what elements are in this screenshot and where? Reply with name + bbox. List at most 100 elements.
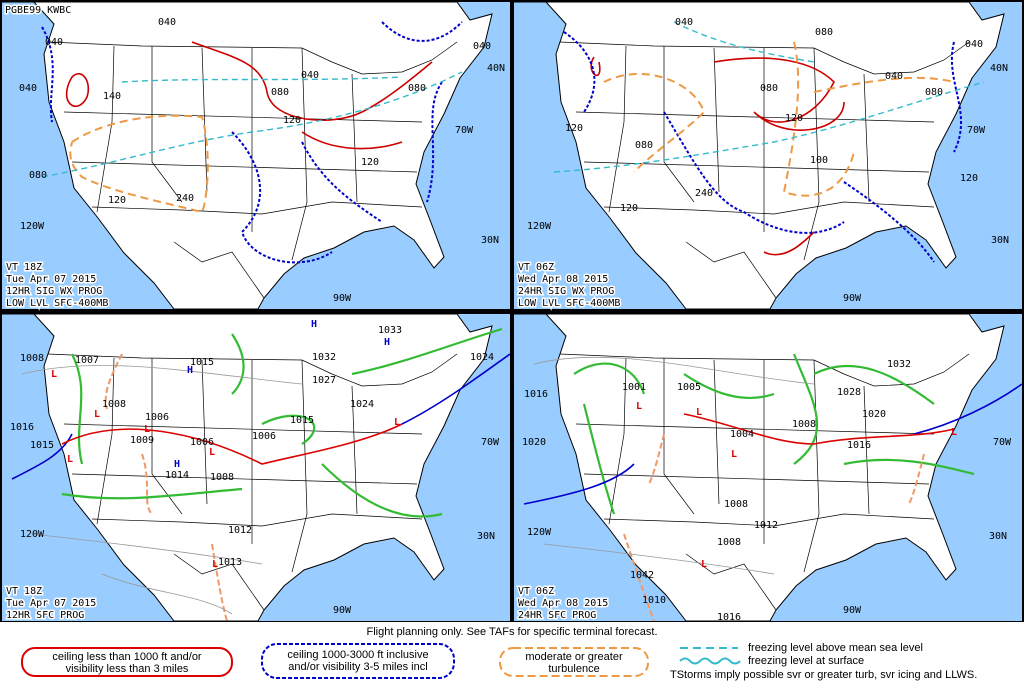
map-label: 1032 xyxy=(312,352,336,363)
map-label: 040 xyxy=(885,71,903,82)
panel-info: Wed Apr 08 2015 xyxy=(518,598,608,609)
border xyxy=(96,45,115,213)
map-label: 100 xyxy=(810,155,828,166)
map-label: 1013 xyxy=(218,557,242,568)
map-label: 70W xyxy=(967,125,986,136)
panel-info: VT 06Z xyxy=(518,586,554,597)
map-label: 040 xyxy=(675,17,693,28)
weather-feature xyxy=(101,573,233,615)
high-symbol: H xyxy=(311,319,317,330)
map-label: 1008 xyxy=(792,419,816,430)
weather-feature xyxy=(104,353,123,410)
weather-feature xyxy=(908,453,925,505)
map-label: 120W xyxy=(20,221,45,232)
border xyxy=(151,358,183,515)
border xyxy=(663,358,695,515)
legend-label: ceiling less than 1000 ft and/or xyxy=(52,651,202,663)
border xyxy=(608,45,627,213)
weather-feature xyxy=(21,365,303,385)
map-label: 70W xyxy=(455,125,474,136)
weather-feature xyxy=(563,31,596,113)
low-symbol: L xyxy=(636,401,642,412)
legend-label: freezing level at surface xyxy=(748,655,864,667)
legend-area xyxy=(0,622,1024,685)
map-label: 120 xyxy=(960,173,978,184)
panel-info: LOW LVL SFC-400MB xyxy=(518,298,620,309)
frz-sfc-swatch xyxy=(679,657,741,665)
weather-feature xyxy=(582,403,616,515)
border xyxy=(96,357,115,525)
map-panel: 040 080 040 40N 080 040 080 120 120 080 100 120 240 1… xyxy=(514,1,1022,311)
low-symbol: L xyxy=(394,417,400,428)
weather-feature xyxy=(41,26,54,123)
weather-feature xyxy=(648,433,665,485)
weather-feature xyxy=(843,458,975,476)
weather-feature xyxy=(231,131,333,264)
low-symbol: L xyxy=(67,454,73,465)
land xyxy=(514,313,1005,622)
map-label: 1008 xyxy=(717,537,741,548)
panel-info: 24HR SIG WX PROG xyxy=(518,286,614,297)
map-label: 1006 xyxy=(252,431,276,442)
low-symbol: L xyxy=(94,409,100,420)
legend-label: moderate or greater xyxy=(525,651,623,663)
map-label: 080 xyxy=(635,140,653,151)
border xyxy=(685,241,777,299)
weather-feature xyxy=(61,487,243,500)
weather-feature xyxy=(782,41,855,197)
map-label: 30N xyxy=(477,531,495,542)
weather-feature xyxy=(65,73,90,108)
weather-feature xyxy=(351,327,503,376)
map-label: 70W xyxy=(481,437,500,448)
panel-info: 24HR SFC PROG xyxy=(518,610,596,621)
border xyxy=(351,73,358,203)
border xyxy=(663,46,695,203)
map-label: 120W xyxy=(20,529,45,540)
weather-feature xyxy=(321,463,443,518)
border xyxy=(713,47,720,193)
high-symbol: H xyxy=(174,459,180,470)
map-label: 40N xyxy=(990,63,1008,74)
border xyxy=(173,553,265,611)
border xyxy=(63,423,423,435)
map-label: 040 xyxy=(301,70,319,81)
low-symbol: L xyxy=(951,427,957,438)
weather-feature xyxy=(913,383,1023,435)
weather-feature xyxy=(792,353,819,465)
border xyxy=(575,111,935,123)
map-label: 1020 xyxy=(522,437,546,448)
map-label: 1015 xyxy=(30,440,54,451)
map-label: 1008 xyxy=(210,472,234,483)
low-symbol: L xyxy=(212,559,218,570)
border xyxy=(47,353,458,387)
ifr-swatch xyxy=(21,647,233,677)
weather-feature xyxy=(231,333,245,395)
map-label: 040 xyxy=(45,37,63,48)
map-label: 1016 xyxy=(847,440,871,451)
map-label: 1027 xyxy=(312,375,336,386)
map-label: 120 xyxy=(361,157,379,168)
map-label: 90W xyxy=(843,293,862,304)
panel-info: Tue Apr 07 2015 xyxy=(6,274,96,285)
panel-info: VT 06Z xyxy=(518,262,554,273)
map-label: 1007 xyxy=(75,355,99,366)
border xyxy=(71,161,418,173)
weather-feature xyxy=(301,131,403,150)
border xyxy=(583,473,930,485)
weather-feature xyxy=(523,463,635,505)
panel-info: Tue Apr 07 2015 xyxy=(6,598,96,609)
weather-feature xyxy=(121,76,403,83)
weather-feature xyxy=(401,353,511,425)
map-label: 140 xyxy=(103,91,121,102)
map-label: 90W xyxy=(333,293,352,304)
map-label: 1005 xyxy=(677,382,701,393)
low-symbol: L xyxy=(51,369,57,380)
map-label: 080 xyxy=(408,83,426,94)
border xyxy=(803,47,820,261)
border xyxy=(608,357,627,525)
map-label: 1012 xyxy=(754,520,778,531)
weather-feature xyxy=(71,353,84,465)
land xyxy=(514,1,1005,310)
legend-label: ceiling 1000-3000 ft inclusive xyxy=(287,649,428,661)
border xyxy=(575,423,935,435)
